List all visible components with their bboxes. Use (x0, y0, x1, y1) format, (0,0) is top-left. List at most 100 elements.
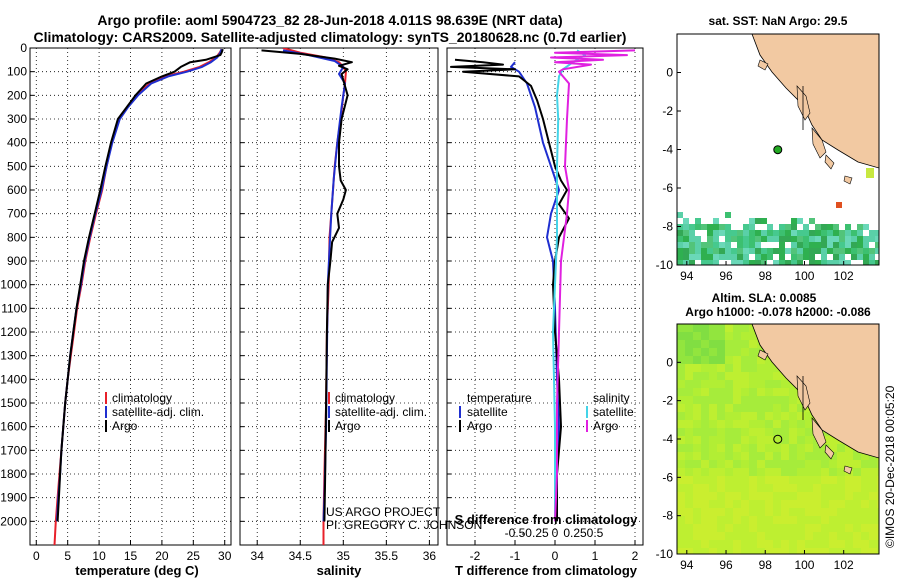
sla-cell (733, 380, 741, 388)
sla-cell (781, 492, 789, 500)
sla-cell (877, 468, 879, 476)
sla-cell (757, 476, 765, 484)
sst-cell (839, 260, 845, 265)
sla-cell (709, 364, 717, 372)
series-line-s-argo (550, 49, 636, 522)
sst-cell (815, 224, 821, 230)
sla-cell (677, 412, 685, 420)
sst-cell (707, 254, 713, 260)
sst-cell (785, 236, 791, 242)
sla-cell (821, 508, 829, 516)
sst-cell (845, 236, 851, 242)
sla-cell (733, 548, 741, 554)
longitude-tick-label: 102 (834, 558, 854, 572)
sla-cell (821, 484, 829, 492)
sla-cell (701, 500, 709, 508)
x-tick-label: 1 (592, 549, 599, 563)
sla-cell (685, 460, 693, 468)
sla-cell (717, 540, 725, 548)
sla-cell (741, 412, 749, 420)
sla-cell (749, 516, 757, 524)
sla-cell (701, 492, 709, 500)
sla-cell (701, 540, 709, 548)
sla-cell (677, 396, 685, 404)
sla-cell (765, 364, 773, 372)
sla-cell (765, 476, 773, 484)
sla-cell (845, 500, 853, 508)
sst-cell (719, 224, 725, 230)
sst-cell (731, 236, 737, 242)
sst-cell (695, 242, 701, 248)
sst-cell (791, 230, 797, 236)
depth-tick-label: 1500 (0, 396, 27, 410)
sst-cell (785, 248, 791, 254)
sla-cell (741, 324, 749, 332)
sla-cell (813, 548, 821, 554)
sst-cell (809, 260, 815, 265)
sla-cell (797, 428, 805, 436)
sla-cell (709, 452, 717, 460)
sla-cell (749, 372, 757, 380)
sla-cell (685, 436, 693, 444)
sst-cell (701, 224, 707, 230)
sla-cell (837, 460, 845, 468)
sla-cell (757, 444, 765, 452)
latitude-tick-label: -2 (662, 104, 673, 118)
sla-cell (829, 476, 837, 484)
sla-cell (701, 508, 709, 516)
sla-cell (837, 492, 845, 500)
sla-cell (701, 444, 709, 452)
x-tick-label: 34.5 (289, 549, 313, 563)
sla-cell (677, 372, 685, 380)
sla-cell (709, 492, 717, 500)
sla-cell (757, 404, 765, 412)
sla-cell (725, 452, 733, 460)
sla-cell (701, 476, 709, 484)
sla-cell (773, 388, 781, 396)
sla-cell (717, 404, 725, 412)
sla-cell (725, 388, 733, 396)
sst-cell (743, 230, 749, 236)
sla-cell (677, 324, 685, 332)
sst-cell (683, 242, 689, 248)
sst-cell (713, 218, 719, 224)
sla-cell (765, 356, 773, 364)
sla-cell (773, 452, 781, 460)
island (811, 417, 827, 449)
sla-cell (789, 428, 797, 436)
sla-cell (869, 460, 877, 468)
sst-cell (725, 236, 731, 242)
sst-cell (875, 236, 879, 242)
sla-cell (685, 428, 693, 436)
sst-cell (845, 242, 851, 248)
latitude-tick-label: -2 (662, 394, 673, 408)
sla-cell (733, 460, 741, 468)
latitude-tick-label: -4 (662, 432, 673, 446)
sla-cell (773, 484, 781, 492)
sla-cell (693, 380, 701, 388)
sla-cell (733, 492, 741, 500)
sla-cell (829, 484, 837, 492)
sla-cell (749, 532, 757, 540)
sla-cell (861, 516, 869, 524)
sst-cell (731, 254, 737, 260)
sst-cell (809, 236, 815, 242)
sla-cell (709, 396, 717, 404)
sla-cell (725, 324, 733, 332)
sla-cell (877, 516, 879, 524)
sst-cell (719, 242, 725, 248)
sla-cell (685, 476, 693, 484)
sla-cell (725, 516, 733, 524)
sst-cell (815, 248, 821, 254)
sla-cell (757, 516, 765, 524)
sst-cell (803, 242, 809, 248)
sla-cell (837, 444, 845, 452)
sla-cell (685, 484, 693, 492)
sst-cell (785, 224, 791, 230)
sla-cell (677, 476, 685, 484)
sla-cell (725, 404, 733, 412)
island (824, 154, 835, 170)
sla-cell (829, 444, 837, 452)
sla-cell (845, 460, 853, 468)
sla-cell (789, 492, 797, 500)
